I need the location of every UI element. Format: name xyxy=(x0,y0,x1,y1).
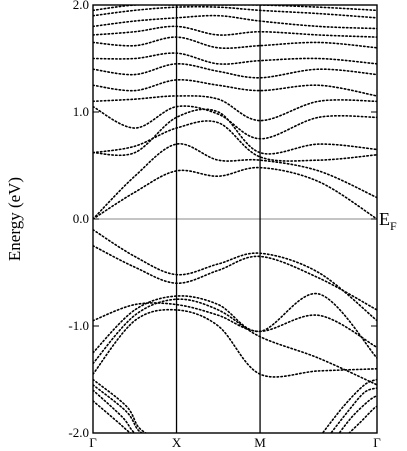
y-tick-label: -2.0 xyxy=(68,425,89,440)
y-tick-label: -1.0 xyxy=(68,318,89,333)
band-6 xyxy=(93,228,377,322)
band-13 xyxy=(93,79,377,97)
band-1 xyxy=(93,308,377,378)
band-10 xyxy=(93,108,377,157)
band-7 xyxy=(93,166,377,220)
band-16 xyxy=(93,36,377,49)
band-27 xyxy=(338,394,377,433)
band-15 xyxy=(93,52,377,65)
band-20 xyxy=(93,5,377,12)
band-23 xyxy=(93,389,137,433)
x-tick-label: M xyxy=(254,435,266,450)
x-tick-label: Γ xyxy=(373,435,381,450)
band-14 xyxy=(93,63,377,79)
band-curves xyxy=(93,5,377,433)
band-24 xyxy=(93,400,133,433)
x-tick-label: X xyxy=(172,435,182,450)
band-8 xyxy=(93,143,377,220)
y-tick-label: 2.0 xyxy=(73,0,89,12)
band-3 xyxy=(93,293,377,359)
band-17 xyxy=(93,25,377,38)
fermi-level-label: EF xyxy=(379,209,397,233)
band-12 xyxy=(93,95,377,122)
band-21 xyxy=(93,378,148,433)
y-tick-label: 0.0 xyxy=(73,211,89,226)
fermi-label-main: E xyxy=(379,209,390,229)
band-5 xyxy=(93,244,377,311)
band-22 xyxy=(93,384,144,433)
band-4 xyxy=(93,302,377,349)
band-18 xyxy=(93,14,377,30)
y-tick-label: 1.0 xyxy=(73,104,89,119)
band-9 xyxy=(93,120,377,162)
band-19 xyxy=(93,5,377,19)
band-2 xyxy=(93,298,377,386)
x-tick-label: Γ xyxy=(89,435,97,450)
band-26 xyxy=(330,387,377,433)
fermi-label-subscript: F xyxy=(390,219,397,233)
y-axis-title: Energy (eV) xyxy=(5,177,24,261)
y-axis-ticks: -2.0 -1.0 0.0 1.0 2.0 xyxy=(68,0,377,440)
band-11 xyxy=(93,105,377,140)
band-25 xyxy=(321,378,377,433)
high-symmetry-lines xyxy=(175,5,261,433)
